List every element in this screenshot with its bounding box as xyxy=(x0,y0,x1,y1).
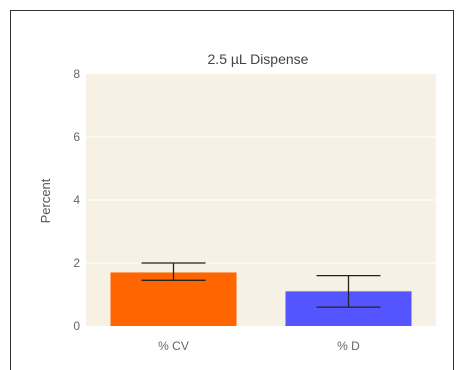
y-axis-title: Percent xyxy=(38,178,53,223)
plot-area: 0 2 4 6 8 % CV % D xyxy=(73,67,436,353)
x-tick-label: % D xyxy=(337,339,360,353)
y-tick-label: 8 xyxy=(73,67,80,81)
chart-title: 2.5 µL Dispense xyxy=(208,51,309,67)
bar-chart: 2.5 µL Dispense Percent 0 2 4 6 8 % CV % D xyxy=(38,51,436,353)
y-tick-label: 0 xyxy=(73,319,80,333)
y-tick-label: 4 xyxy=(73,193,80,207)
x-tick-label: % CV xyxy=(158,339,189,353)
bar xyxy=(110,272,237,326)
y-tick-label: 6 xyxy=(73,130,80,144)
y-tick-label: 2 xyxy=(73,256,80,270)
